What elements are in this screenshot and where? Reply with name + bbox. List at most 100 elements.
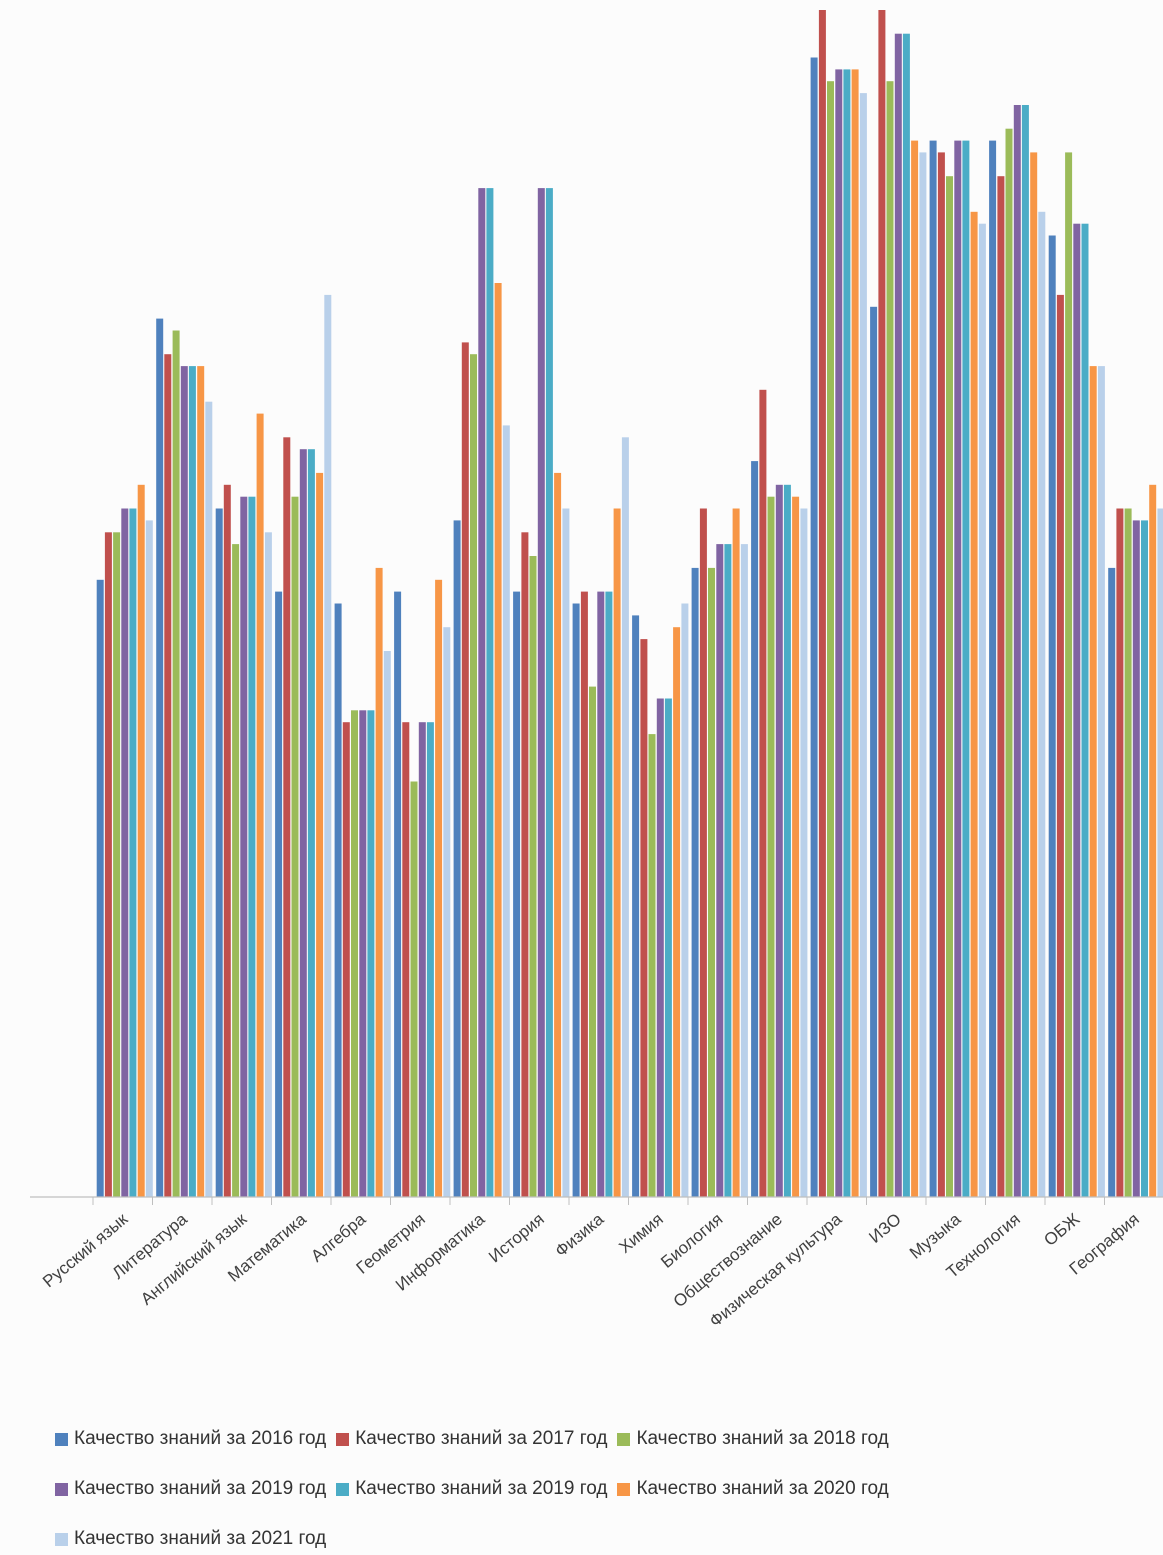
bar <box>1013 105 1021 1197</box>
bar <box>886 81 894 1198</box>
legend-item: Качество знаний за 2020 год <box>617 1478 889 1500</box>
bar <box>351 710 358 1197</box>
bar <box>800 508 808 1197</box>
bar <box>180 366 188 1198</box>
bar <box>1157 508 1163 1197</box>
bar <box>870 306 878 1198</box>
bar <box>1081 223 1089 1197</box>
legend-item: Качество знаний за 2019 год <box>55 1478 326 1500</box>
bar <box>640 639 648 1197</box>
bar <box>197 366 205 1198</box>
bar <box>145 520 153 1197</box>
bar <box>156 318 164 1198</box>
legend-label: Качество знаний за 2019 год <box>74 1478 327 1499</box>
bar <box>502 425 510 1197</box>
bar <box>554 472 562 1197</box>
bar <box>1048 235 1056 1197</box>
bar <box>699 508 707 1197</box>
legend-label: Качество знаний за 2016 год <box>74 1428 327 1449</box>
legend-item: Качество знаний за 2017 год <box>336 1428 607 1450</box>
bar <box>716 544 724 1197</box>
x-tick-label: Обществознание <box>670 1210 786 1312</box>
legend-item: Качество знаний за 2021 год <box>55 1528 326 1550</box>
bar <box>673 627 681 1197</box>
bar <box>970 211 978 1198</box>
bar <box>656 698 664 1197</box>
bar <box>937 152 945 1197</box>
bar <box>248 496 256 1197</box>
legend-swatch <box>55 1532 68 1546</box>
bar <box>129 508 137 1197</box>
bar <box>513 591 521 1197</box>
bar <box>783 484 791 1197</box>
x-tick-label: Физика <box>551 1209 607 1261</box>
x-tick-label: ОБЖ <box>1040 1209 1083 1250</box>
legend-swatch <box>55 1432 68 1446</box>
legend-label: Качество знаний за 2020 год <box>636 1478 889 1499</box>
legend-label: Качество знаний за 2018 год <box>636 1428 889 1449</box>
bar <box>878 10 886 1197</box>
bar <box>911 140 919 1198</box>
bar <box>537 188 545 1198</box>
bar <box>648 734 656 1197</box>
bar <box>929 140 937 1198</box>
bar <box>792 496 800 1197</box>
bar <box>545 188 553 1198</box>
bar <box>435 579 443 1197</box>
bar <box>164 354 172 1197</box>
bar <box>410 781 418 1197</box>
bar <box>724 544 732 1197</box>
bar <box>521 532 529 1197</box>
bar <box>572 603 580 1197</box>
x-tick-label: Английский язык <box>137 1209 251 1309</box>
bar <box>394 591 402 1197</box>
legend-label: Качество знаний за 2021 год <box>74 1528 327 1549</box>
bar <box>121 508 129 1197</box>
bar <box>1132 520 1140 1197</box>
bar <box>859 93 867 1198</box>
bar <box>359 710 367 1197</box>
bar <box>1089 366 1097 1198</box>
bar <box>188 366 196 1198</box>
bar <box>275 591 283 1197</box>
bar <box>375 567 383 1197</box>
bar <box>1073 223 1081 1197</box>
bar <box>316 472 324 1197</box>
bar <box>580 591 588 1197</box>
bar <box>894 33 902 1198</box>
bar <box>751 461 759 1198</box>
bar <box>1056 294 1064 1197</box>
bar <box>1065 152 1073 1197</box>
chart-legend: Качество знаний за 2016 год Качество зна… <box>55 1428 1115 1550</box>
x-tick-label: ИЗО <box>865 1210 904 1247</box>
bar <box>775 484 783 1197</box>
bar <box>240 496 248 1197</box>
bar <box>172 330 180 1197</box>
bar <box>691 567 699 1197</box>
legend-label: Качество знаний за 2019 год <box>355 1478 608 1499</box>
bar <box>562 508 570 1197</box>
bar <box>1030 152 1038 1197</box>
bar <box>342 722 350 1197</box>
bar <box>1116 508 1124 1197</box>
bar <box>827 81 834 1198</box>
bar <box>954 140 962 1198</box>
bar <box>264 532 272 1197</box>
bar <box>1108 567 1116 1197</box>
x-tick-label: Химия <box>615 1210 666 1257</box>
bar <box>632 615 640 1197</box>
bar <box>205 401 213 1197</box>
bar <box>740 544 748 1197</box>
legend-item: Качество знаний за 2019 год <box>336 1478 607 1500</box>
bar <box>732 508 740 1197</box>
legend-swatch <box>336 1432 350 1446</box>
bar <box>843 69 851 1197</box>
bar <box>486 188 494 1198</box>
bar <box>902 33 910 1198</box>
bar <box>418 722 426 1197</box>
bar <box>997 176 1005 1197</box>
bar <box>835 69 843 1197</box>
bar <box>307 449 315 1197</box>
bar <box>478 188 486 1198</box>
